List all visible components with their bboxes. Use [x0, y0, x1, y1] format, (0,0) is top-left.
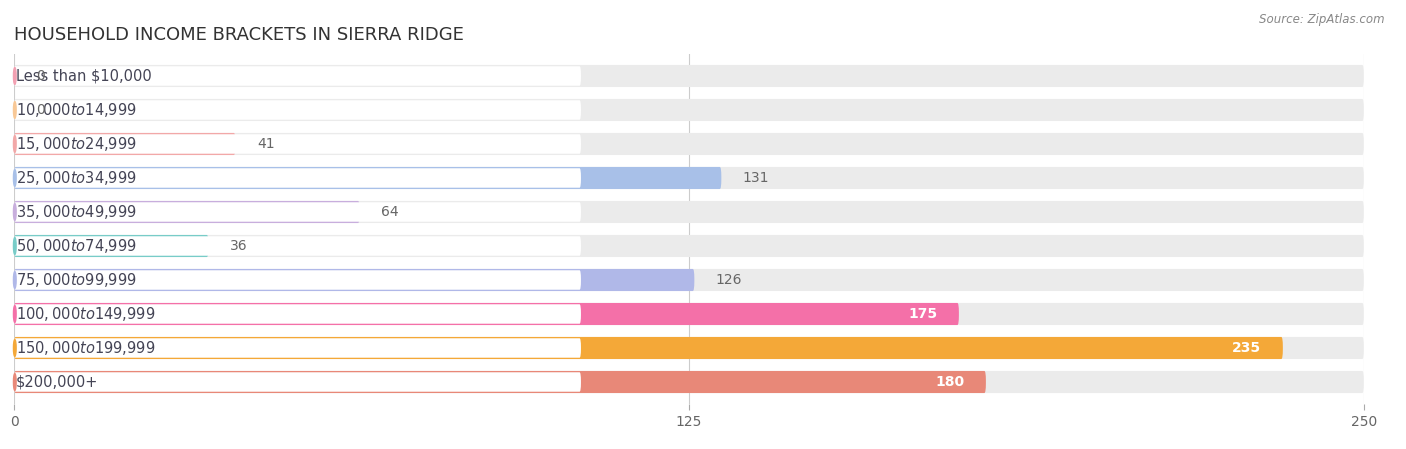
Circle shape	[14, 136, 15, 152]
Text: Less than $10,000: Less than $10,000	[15, 69, 152, 84]
FancyBboxPatch shape	[14, 337, 1282, 359]
Text: $75,000 to $99,999: $75,000 to $99,999	[15, 271, 136, 289]
Text: $25,000 to $34,999: $25,000 to $34,999	[15, 169, 136, 187]
FancyBboxPatch shape	[14, 167, 1364, 189]
FancyBboxPatch shape	[14, 304, 581, 324]
Text: 64: 64	[381, 205, 399, 219]
Text: 180: 180	[935, 375, 965, 389]
Text: 0: 0	[35, 103, 45, 117]
FancyBboxPatch shape	[14, 99, 1364, 121]
FancyBboxPatch shape	[14, 134, 581, 154]
FancyBboxPatch shape	[14, 201, 1364, 223]
FancyBboxPatch shape	[14, 337, 1364, 359]
Circle shape	[14, 68, 15, 84]
FancyBboxPatch shape	[14, 269, 1364, 291]
Text: $10,000 to $14,999: $10,000 to $14,999	[15, 101, 136, 119]
Text: 0: 0	[35, 69, 45, 83]
FancyBboxPatch shape	[14, 133, 235, 155]
Text: $35,000 to $49,999: $35,000 to $49,999	[15, 203, 136, 221]
FancyBboxPatch shape	[14, 372, 581, 392]
Text: $150,000 to $199,999: $150,000 to $199,999	[15, 339, 155, 357]
FancyBboxPatch shape	[14, 202, 581, 222]
Text: 235: 235	[1232, 341, 1261, 355]
Circle shape	[14, 339, 15, 357]
Text: 41: 41	[257, 137, 274, 151]
FancyBboxPatch shape	[14, 100, 581, 120]
Text: 131: 131	[742, 171, 769, 185]
FancyBboxPatch shape	[14, 236, 581, 256]
Text: 36: 36	[231, 239, 247, 253]
Circle shape	[14, 238, 15, 255]
Circle shape	[14, 374, 15, 390]
FancyBboxPatch shape	[14, 235, 1364, 257]
FancyBboxPatch shape	[14, 303, 959, 325]
FancyBboxPatch shape	[14, 270, 581, 290]
FancyBboxPatch shape	[14, 133, 1364, 155]
Text: $200,000+: $200,000+	[15, 374, 98, 389]
Circle shape	[14, 203, 15, 220]
FancyBboxPatch shape	[14, 65, 1364, 87]
FancyBboxPatch shape	[14, 371, 986, 393]
FancyBboxPatch shape	[14, 338, 581, 358]
FancyBboxPatch shape	[14, 201, 360, 223]
Text: $15,000 to $24,999: $15,000 to $24,999	[15, 135, 136, 153]
FancyBboxPatch shape	[14, 167, 721, 189]
Text: $50,000 to $74,999: $50,000 to $74,999	[15, 237, 136, 255]
FancyBboxPatch shape	[14, 235, 208, 257]
Circle shape	[14, 170, 15, 186]
FancyBboxPatch shape	[14, 269, 695, 291]
FancyBboxPatch shape	[14, 168, 581, 188]
FancyBboxPatch shape	[14, 66, 581, 86]
Text: Source: ZipAtlas.com: Source: ZipAtlas.com	[1260, 13, 1385, 26]
Text: HOUSEHOLD INCOME BRACKETS IN SIERRA RIDGE: HOUSEHOLD INCOME BRACKETS IN SIERRA RIDG…	[14, 26, 464, 44]
Circle shape	[14, 306, 15, 322]
Text: 126: 126	[716, 273, 742, 287]
Text: 175: 175	[908, 307, 938, 321]
FancyBboxPatch shape	[14, 371, 1364, 393]
Circle shape	[14, 272, 15, 288]
Text: $100,000 to $149,999: $100,000 to $149,999	[15, 305, 155, 323]
FancyBboxPatch shape	[14, 303, 1364, 325]
Circle shape	[14, 101, 15, 119]
